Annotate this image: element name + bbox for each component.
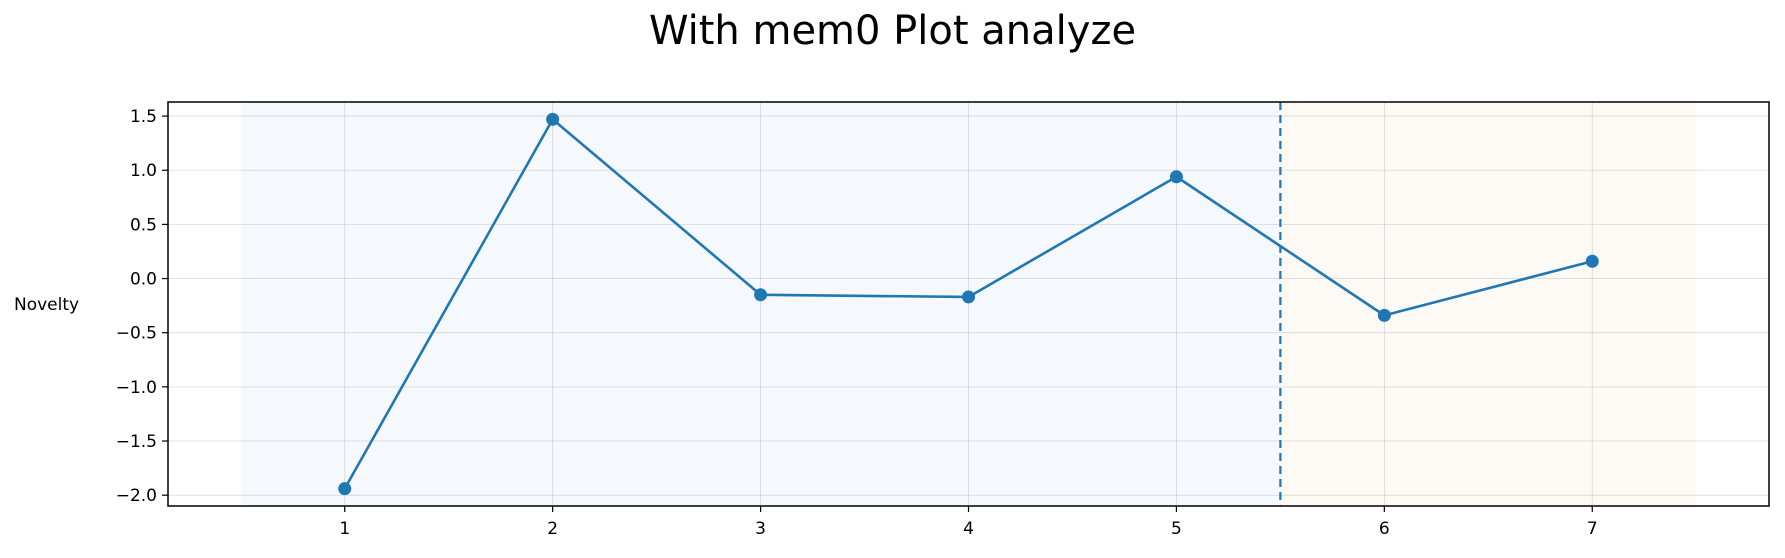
data-point bbox=[1169, 170, 1183, 184]
y-tick-label: 0.5 bbox=[130, 215, 157, 235]
x-tick-label: 3 bbox=[755, 519, 766, 539]
grid-lines bbox=[168, 102, 1769, 506]
shaded-region-1 bbox=[240, 102, 1281, 506]
x-tick-label: 2 bbox=[547, 519, 558, 539]
series-layer bbox=[338, 112, 1599, 496]
y-tick-label: 1.0 bbox=[130, 161, 157, 181]
y-tick-label: 1.5 bbox=[130, 107, 157, 127]
shaded-regions bbox=[240, 102, 1697, 506]
x-tick-label: 5 bbox=[1171, 519, 1182, 539]
data-point bbox=[1585, 254, 1599, 268]
y-tick-label: −1.0 bbox=[116, 378, 157, 398]
tick-labels: 1 2 3 4 5 6 7 1.5 1.0 0.5 0.0 −0.5 −1.0 −1.5 −2.0 bbox=[116, 107, 1598, 539]
data-point bbox=[338, 482, 352, 496]
y-tick-label: −0.5 bbox=[116, 324, 157, 344]
shaded-region-2 bbox=[1280, 102, 1697, 506]
x-tick-label: 6 bbox=[1379, 519, 1390, 539]
x-tick-label: 4 bbox=[963, 519, 974, 539]
y-tick-label: 0.0 bbox=[130, 270, 157, 290]
x-tick-label: 7 bbox=[1587, 519, 1598, 539]
y-tick-label: −1.5 bbox=[116, 432, 157, 452]
data-point bbox=[962, 290, 975, 304]
data-point bbox=[1377, 308, 1391, 322]
chart-title: With mem0 Plot analyze bbox=[648, 8, 1137, 54]
data-point bbox=[754, 288, 768, 302]
y-tick-label: −2.0 bbox=[116, 486, 157, 506]
y-axis-label: Novelty bbox=[14, 295, 79, 315]
x-tick-label: 1 bbox=[339, 519, 350, 539]
data-point bbox=[546, 112, 560, 126]
